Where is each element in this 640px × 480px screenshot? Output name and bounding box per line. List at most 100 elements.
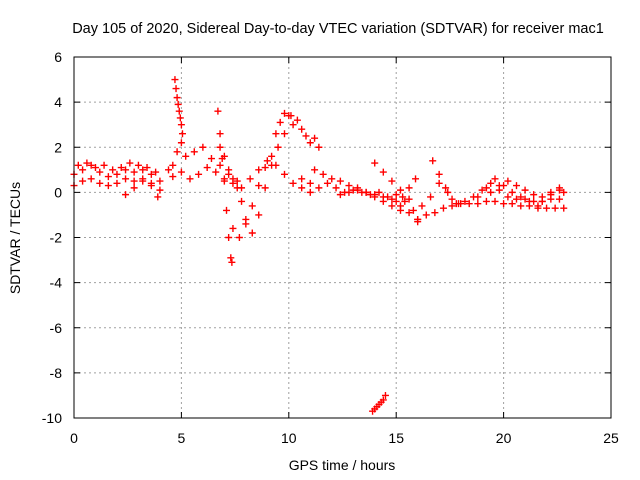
data-point <box>207 155 215 163</box>
data-point <box>336 177 344 185</box>
data-point <box>165 166 173 174</box>
data-point <box>147 182 155 190</box>
data-point <box>91 164 99 172</box>
data-point <box>178 130 186 138</box>
data-point <box>302 132 310 140</box>
series-arc-24 <box>369 391 389 415</box>
y-tick-label: 4 <box>54 94 62 110</box>
y-tick-label: -10 <box>42 410 62 426</box>
data-point <box>139 166 147 174</box>
data-point <box>399 193 407 201</box>
data-point <box>543 204 551 212</box>
data-point <box>409 206 417 214</box>
data-point <box>405 209 413 217</box>
data-point <box>323 179 331 187</box>
data-point <box>104 173 112 181</box>
data-point <box>306 139 314 147</box>
data-point <box>79 177 87 185</box>
data-point <box>371 191 379 199</box>
series-arc-2 <box>70 175 164 194</box>
data-point <box>289 179 297 187</box>
data-point <box>225 166 233 174</box>
data-point <box>281 130 289 138</box>
data-point <box>255 211 263 219</box>
data-point <box>517 202 525 210</box>
data-point <box>177 168 185 176</box>
series-arc-3 <box>74 159 160 176</box>
x-tick-label: 25 <box>603 430 619 446</box>
data-point <box>96 179 104 187</box>
series-arc-20 <box>429 157 462 208</box>
data-point <box>186 175 194 183</box>
series-arc-23 <box>538 184 568 205</box>
data-point <box>521 195 529 203</box>
data-point <box>238 184 246 192</box>
data-point <box>130 184 138 192</box>
data-point <box>190 148 198 156</box>
data-point <box>412 175 420 183</box>
data-point <box>122 166 130 174</box>
data-point <box>354 186 362 194</box>
x-tick-label: 10 <box>281 430 297 446</box>
data-point <box>504 193 512 201</box>
data-point <box>172 85 180 93</box>
data-point <box>336 191 344 199</box>
data-point <box>474 193 482 201</box>
data-point <box>512 182 520 190</box>
data-point <box>171 76 179 84</box>
data-point <box>482 184 490 192</box>
data-point <box>487 179 495 187</box>
data-point <box>169 161 177 169</box>
data-point <box>551 204 559 212</box>
data-point <box>560 204 568 212</box>
data-point <box>525 197 533 205</box>
data-point <box>461 197 469 205</box>
data-point <box>195 170 203 178</box>
data-point <box>238 197 246 205</box>
x-tick-label: 0 <box>70 430 78 446</box>
data-point <box>555 195 563 203</box>
data-point <box>517 193 525 201</box>
data-point <box>491 197 499 205</box>
data-point <box>225 234 233 241</box>
data-point <box>156 177 164 185</box>
data-point <box>422 211 430 219</box>
data-point <box>375 188 383 196</box>
grid <box>74 57 611 418</box>
data-point <box>345 188 353 196</box>
data-point <box>126 159 134 167</box>
data-point <box>122 175 130 183</box>
data-point <box>465 200 473 208</box>
data-point <box>306 179 314 187</box>
data-point <box>298 125 306 133</box>
data-point <box>392 197 400 205</box>
series-arc-8 <box>214 107 236 266</box>
data-point <box>130 168 138 176</box>
data-point <box>220 177 228 185</box>
series-arc-21 <box>474 175 542 210</box>
data-point <box>379 193 387 201</box>
data-point <box>547 188 555 196</box>
data-point <box>276 118 284 126</box>
data-point <box>448 202 456 210</box>
series-arc-15 <box>336 186 422 226</box>
data-point <box>156 186 164 194</box>
data-point <box>100 161 108 169</box>
data-point <box>113 170 121 178</box>
data-point <box>431 209 439 217</box>
data-point <box>96 168 104 176</box>
data-point <box>504 177 512 185</box>
data-point <box>414 215 422 223</box>
data-point <box>130 177 138 185</box>
data-point <box>177 139 185 147</box>
data-point <box>530 191 538 199</box>
series-arc-10 <box>229 112 295 241</box>
data-point <box>263 157 271 165</box>
data-point <box>448 195 456 203</box>
series-arc-9 <box>216 143 276 237</box>
data-point <box>274 143 282 151</box>
data-point <box>281 109 289 117</box>
data-point <box>152 168 160 176</box>
data-point <box>534 202 542 210</box>
